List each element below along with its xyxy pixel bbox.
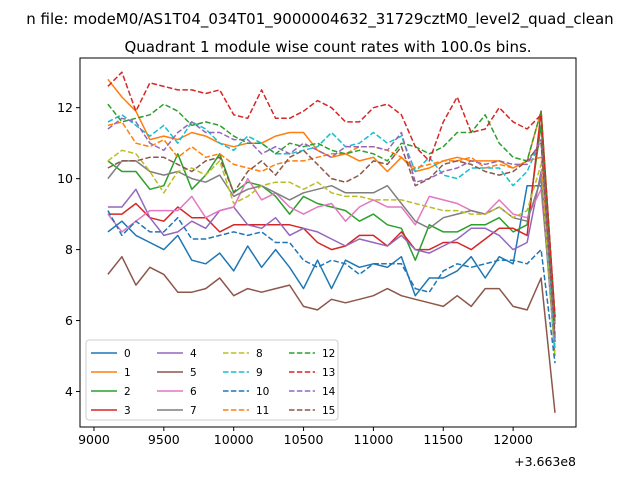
legend-label-9: 9 <box>256 367 263 379</box>
legend-label-10: 10 <box>256 386 269 398</box>
series-line-10 <box>107 210 556 364</box>
x-tick-label: 11500 <box>423 432 463 447</box>
series-line-9 <box>107 114 556 349</box>
figure-suptitle: n file: modeM0/AS1T04_034T01_9000004632_… <box>26 10 613 29</box>
legend-label-4: 4 <box>190 348 197 360</box>
x-tick-label: 11000 <box>354 432 394 447</box>
series-layer <box>107 71 556 413</box>
legend-label-0: 0 <box>124 348 131 360</box>
y-tick-label: 8 <box>65 242 73 257</box>
x-tick-label: 9500 <box>148 432 180 447</box>
x-tick-label: 10000 <box>214 432 254 447</box>
series-line-0 <box>107 184 556 342</box>
series-line-8 <box>107 149 556 357</box>
legend-label-7: 7 <box>190 405 197 417</box>
x-tick-label: 9000 <box>78 432 110 447</box>
chart-title: Quadrant 1 module wise count rates with … <box>124 38 531 56</box>
plot-frame <box>79 57 577 428</box>
series-line-11 <box>107 121 556 325</box>
legend-label-11: 11 <box>256 405 269 417</box>
series-line-3 <box>107 110 556 318</box>
y-tick-label: 4 <box>65 384 73 399</box>
legend-label-13: 13 <box>322 367 335 379</box>
series-line-7 <box>107 160 556 357</box>
series-line-4 <box>107 170 556 342</box>
legend-label-6: 6 <box>190 386 197 398</box>
series-line-14 <box>107 117 556 339</box>
x-axis-offset-label: +3.663e8 <box>514 454 576 469</box>
legend-label-2: 2 <box>124 386 131 398</box>
x-tick-label: 10500 <box>284 432 324 447</box>
series-line-13 <box>107 71 556 318</box>
series-line-12 <box>107 103 556 325</box>
legend-box <box>85 339 339 421</box>
legend-label-8: 8 <box>256 348 263 360</box>
series-line-5 <box>107 255 556 413</box>
legend-label-3: 3 <box>124 405 131 417</box>
legend-label-1: 1 <box>124 367 131 379</box>
x-tick-label: 12000 <box>493 432 533 447</box>
series-line-2 <box>107 124 556 318</box>
y-tick-label: 10 <box>57 171 73 186</box>
legend-label-5: 5 <box>190 367 197 379</box>
series-line-15 <box>107 142 556 335</box>
y-tick-label: 6 <box>65 313 73 328</box>
legend-label-14: 14 <box>322 386 336 398</box>
legend-label-15: 15 <box>322 405 335 417</box>
legend-label-12: 12 <box>322 348 335 360</box>
y-tick-label: 12 <box>57 100 73 115</box>
